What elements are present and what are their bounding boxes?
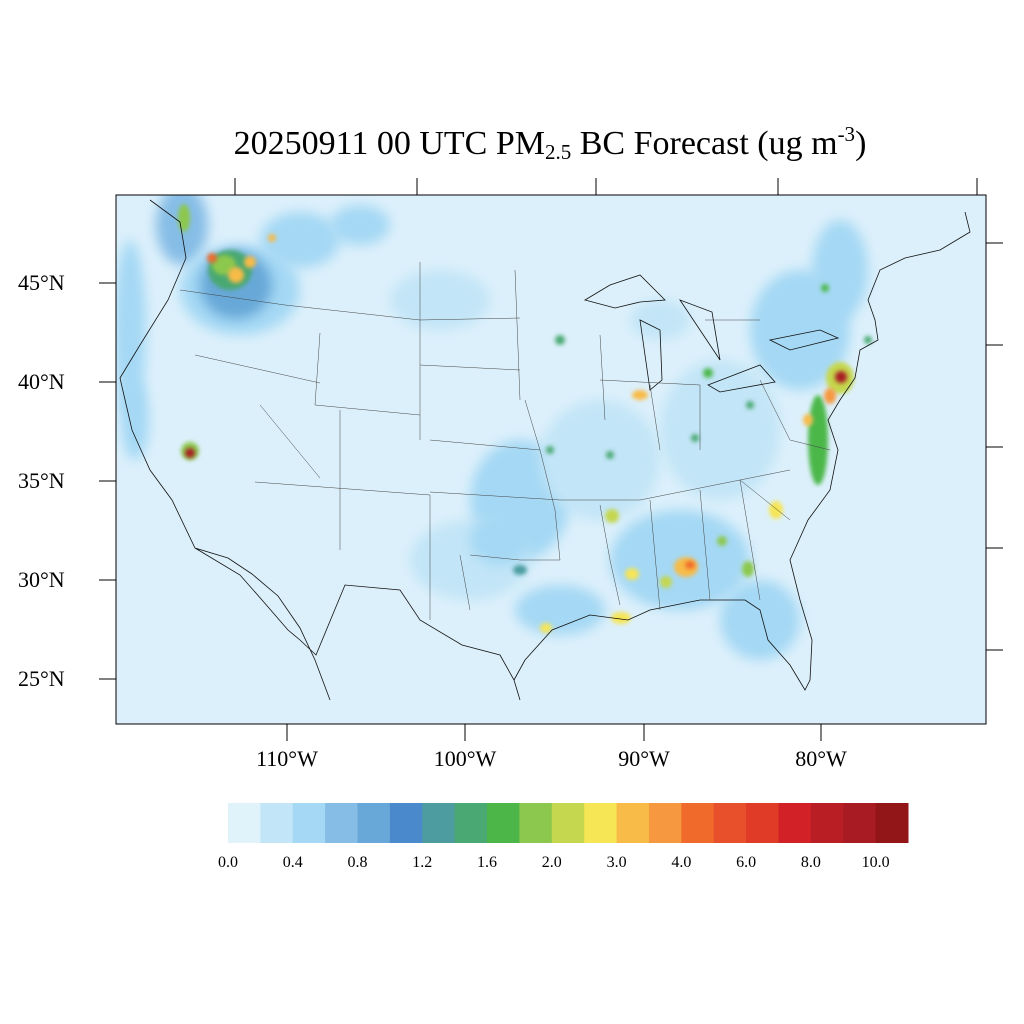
concentration-blob-42 [611, 612, 631, 624]
graticule-ticks [99, 178, 1003, 741]
lon-label-80w: 80°W [795, 746, 847, 771]
concentration-blob-9 [540, 400, 660, 520]
concentration-blob-52 [546, 446, 554, 454]
colorbar-swatch-4 [357, 803, 391, 843]
us-outline [119, 199, 971, 701]
map-frame [115, 194, 987, 725]
colorbar-swatch-6 [422, 803, 456, 843]
colorbar-swatch-9 [519, 803, 553, 843]
state-lines [179, 262, 831, 620]
colorbar-swatch-1 [260, 803, 294, 843]
colorbar-swatch-12 [616, 803, 650, 843]
great-lakes [583, 274, 840, 393]
colorbar-swatch-16 [746, 803, 779, 843]
concentration-blob-34 [605, 509, 619, 523]
colorbar-swatch-19 [843, 803, 877, 843]
colorbar-label-5: 2.0 [541, 854, 562, 871]
colorbar-swatch-17 [778, 803, 812, 843]
concentration-blob-45 [606, 451, 614, 459]
coastlines-and-borders [119, 199, 971, 701]
colorbar-label-2: 0.8 [347, 854, 368, 871]
colorbar-swatch-8 [487, 803, 520, 843]
concentration-blob-16 [470, 515, 530, 565]
colorbar-label-8: 6.0 [736, 854, 757, 871]
map-title: 20250911 00 UTC PM2.5 BC Forecast (ug m-… [233, 122, 867, 164]
concentration-blob-5 [330, 205, 390, 245]
concentration-blob-14 [720, 580, 800, 660]
lat-label-30: 30°N [18, 567, 65, 592]
colorbar-label-10: 10.0 [861, 854, 890, 871]
map-field [116, 195, 986, 724]
colorbar-label-4: 1.6 [477, 854, 498, 871]
lon-label-110w: 110°W [256, 746, 318, 771]
lat-label-40: 40°N [18, 369, 65, 394]
concentration-blob-23 [244, 256, 256, 268]
concentration-blob-41 [717, 536, 727, 546]
colorbar-label-3: 1.2 [412, 854, 433, 871]
concentration-blob-33 [632, 390, 648, 400]
colorbar-label-6: 3.0 [606, 854, 627, 871]
colorbar-swatch-5 [389, 803, 423, 843]
concentration-blob-12 [812, 220, 868, 320]
colorbar-label-0: 0.0 [218, 854, 238, 871]
concentration-blob-27 [185, 448, 195, 458]
concentration-blob-38 [660, 576, 672, 588]
lat-label-25: 25°N [18, 666, 65, 691]
concentration-blob-32 [803, 414, 813, 426]
colorbar-swatch-13 [648, 803, 682, 843]
colorbar-swatch-14 [681, 803, 715, 843]
concentration-blob-15 [515, 585, 605, 635]
concentration-blob-35 [625, 568, 639, 580]
concentration-blob-48 [746, 401, 754, 409]
colorbar-swatch-0 [228, 803, 261, 843]
concentration-blob-2 [121, 380, 149, 460]
concentration-blob-31 [824, 388, 836, 404]
colorbar [228, 803, 909, 843]
concentration-blob-24 [268, 234, 276, 242]
colorbar-swatch-2 [292, 803, 326, 843]
colorbar-label-1: 0.4 [282, 854, 303, 871]
colorbar-swatch-11 [584, 803, 618, 843]
colorbar-swatch-15 [713, 803, 747, 843]
concentration-blob-49 [555, 335, 565, 345]
colorbar-swatch-10 [551, 803, 585, 843]
colorbar-swatch-3 [325, 803, 359, 843]
concentration-blob-30 [835, 371, 847, 383]
concentration-blob-10 [660, 360, 780, 500]
lat-label-45: 45°N [18, 270, 65, 295]
concentration-blob-51 [821, 284, 829, 292]
concentration-blob-46 [691, 434, 699, 442]
colorbar-label-7: 4.0 [671, 854, 692, 871]
colorbar-label-9: 8.0 [800, 854, 821, 871]
concentration-blob-47 [703, 368, 713, 378]
lon-label-90w: 90°W [618, 746, 670, 771]
concentration-blob-22 [207, 253, 217, 263]
colorbar-swatch-18 [810, 803, 844, 843]
concentration-blob-37 [685, 561, 695, 569]
concentration-blob-28 [808, 395, 828, 485]
concentration-blob-50 [864, 336, 872, 344]
concentration-blob-6 [390, 270, 490, 330]
concentration-blob-40 [742, 561, 754, 577]
concentration-blob-25 [178, 204, 190, 232]
concentration-blob-17 [630, 300, 690, 340]
concentration-blob-43 [540, 623, 552, 633]
lon-label-100w: 100°W [433, 746, 497, 771]
concentration-blob-21 [228, 267, 244, 283]
concentration-blob-1 [116, 240, 146, 420]
lat-label-35: 35°N [18, 468, 65, 493]
concentration-blob-39 [769, 501, 783, 519]
colorbar-swatch-20 [875, 803, 909, 843]
concentration-blob-44 [513, 565, 527, 575]
concentration-blob-4 [260, 212, 340, 268]
colorbar-swatch-7 [454, 803, 488, 843]
